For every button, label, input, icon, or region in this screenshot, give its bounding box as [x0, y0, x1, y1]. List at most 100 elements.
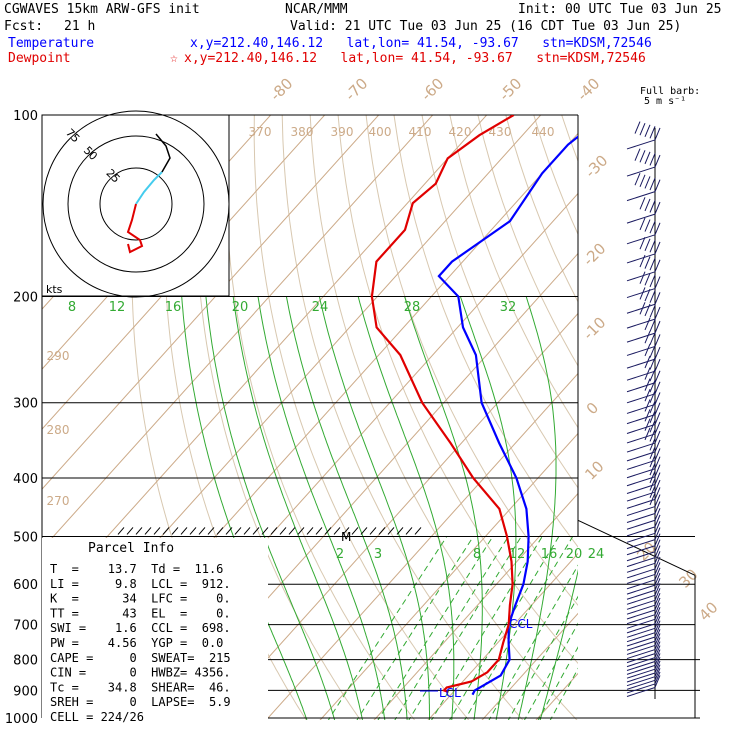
hatch-mark: [333, 527, 341, 535]
hatch-mark: [324, 527, 332, 535]
wind-barb: [626, 355, 661, 381]
wind-barb: [626, 616, 661, 638]
wind-barb: [626, 556, 661, 579]
moist-adiabat: [357, 296, 455, 720]
wind-barb: [626, 567, 661, 590]
mixing-ratio-line: [356, 536, 474, 720]
mixing-ratio-label: 12: [509, 547, 526, 562]
mixing-ratio-line: [507, 595, 578, 720]
hatch-mark: [315, 527, 323, 535]
hatch-mark: [171, 527, 179, 535]
mixing-ratio-line: [523, 622, 578, 720]
wind-barb: [626, 527, 661, 550]
mixing-ratio-label: 20: [232, 300, 249, 315]
wind-barb: [626, 508, 661, 530]
isotherm-label: -70: [341, 74, 371, 104]
wind-barb: [626, 657, 661, 679]
theta-label: 400: [369, 125, 392, 139]
parcel-info-row: CELL = 224/26: [50, 710, 144, 724]
melting-level-marker: M: [341, 530, 351, 544]
isotherm: [535, 672, 578, 720]
wind-barb: [626, 645, 661, 668]
wind-barb: [626, 271, 661, 299]
wind-barb: [626, 633, 661, 655]
org-label: NCAR/MMM: [285, 2, 348, 17]
hatch-mark: [261, 527, 269, 535]
isotherm-label: 40: [695, 598, 721, 624]
isotherm-label: -80: [266, 74, 296, 104]
wind-barb: [626, 121, 661, 150]
wind-barb: [626, 572, 661, 595]
isotherm-label: -60: [417, 74, 447, 104]
mixing-ratio-line: [488, 564, 578, 720]
isotherm: [427, 552, 578, 720]
parcel-info-row: K = 34 LFC = 0.: [50, 592, 231, 606]
theta-label: 440: [532, 125, 555, 139]
isotherm-label: 0: [583, 399, 602, 418]
isotherm: [581, 87, 740, 730]
fcst-value: 21 h: [64, 19, 96, 34]
dry-adiabat: [253, 115, 470, 720]
wind-barb: [626, 478, 661, 502]
wind-barb: [626, 545, 661, 568]
dry-adiabat: [662, 87, 740, 730]
wind-barb: [626, 602, 661, 625]
hatch-mark: [225, 527, 233, 535]
pressure-label: 200: [13, 291, 38, 306]
barb-key-line1: Full barb:: [640, 86, 701, 97]
wind-barb: [626, 668, 661, 690]
isotherm-label: -20: [579, 239, 609, 269]
hatch-mark: [153, 527, 161, 535]
mixing-ratio-line: [449, 536, 560, 720]
wind-barb: [626, 539, 661, 562]
moist-adiabat: [285, 296, 408, 720]
dry-adiabat: [224, 115, 416, 720]
mixing-ratio-label: 28: [404, 300, 421, 315]
hatch-mark: [207, 527, 215, 535]
isotherm: [265, 372, 578, 720]
dry-adiabat: [421, 115, 578, 489]
parcel-info-row: Tc = 34.8 SHEAR= 46.: [50, 680, 231, 694]
moist-adiabat: [517, 296, 557, 720]
wind-barb: [626, 446, 661, 470]
wind-barb: [626, 197, 661, 224]
hatch-mark: [360, 527, 368, 535]
isotherm-label: -10: [579, 313, 609, 343]
hatch-mark: [387, 527, 395, 535]
theta-label: 410: [409, 125, 432, 139]
hatch-mark: [243, 527, 251, 535]
dewpoint-marker-icon: ☆: [170, 51, 178, 66]
dry-adiabat: [449, 115, 578, 429]
mixing-ratio-line: [549, 667, 578, 720]
hatch-mark: [288, 527, 296, 535]
wind-barb: [626, 660, 661, 683]
wind-barb: [626, 533, 661, 556]
pressure-label: 100: [13, 109, 38, 124]
hatch-mark: [216, 527, 224, 535]
wind-barb: [626, 254, 661, 282]
mixing-ratio-line: [537, 646, 578, 720]
dry-adiabat: [365, 115, 578, 606]
moist-adiabat: [232, 296, 363, 720]
hatch-mark: [369, 527, 377, 535]
hodograph-ring: [67, 135, 205, 273]
wind-barb: [626, 492, 661, 517]
dewpoint-location: x,y=212.40,146.12 lat,lon= 41.54, -93.67…: [184, 51, 646, 66]
hatch-mark: [405, 527, 413, 535]
wind-barb: [626, 427, 661, 453]
mixing-ratio-label: 24: [312, 300, 329, 315]
wind-barb: [626, 399, 661, 425]
hatch-mark: [117, 527, 125, 535]
mixing-ratio-label: 24: [588, 547, 605, 562]
temperature-line: [437, 135, 578, 696]
theta-label: 380: [291, 125, 314, 139]
moist-adiabat: [404, 296, 483, 720]
hatch-mark: [396, 527, 404, 535]
pressure-label: 1000: [5, 712, 38, 727]
ccl-marker: CCL: [509, 617, 533, 631]
hatch-mark: [162, 527, 170, 535]
wind-barb: [626, 409, 661, 434]
wind-barb: [626, 637, 661, 660]
dry-adiabat: [716, 87, 740, 730]
